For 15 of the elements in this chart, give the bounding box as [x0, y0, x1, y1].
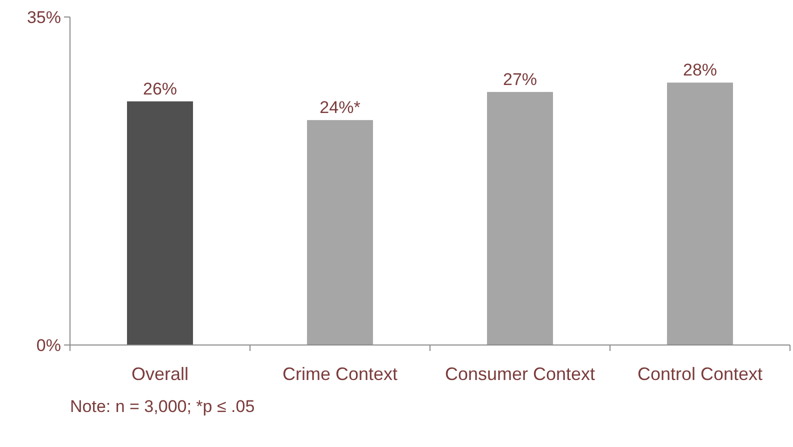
x-tick-label: Crime Context	[282, 364, 398, 384]
x-tick-label: Consumer Context	[444, 364, 596, 384]
data-label: 24%*	[320, 98, 361, 118]
data-label: 26%	[142, 79, 178, 98]
y-tick-label: 0%	[36, 336, 61, 355]
x-tick-label: Overall	[131, 364, 189, 384]
bar	[487, 92, 553, 345]
data-label: 27%	[502, 70, 538, 89]
bar	[127, 101, 193, 345]
bar	[667, 82, 733, 345]
y-tick-label: 35%	[26, 8, 61, 27]
text: Note: n = 3,000; *p ≤ .05	[70, 397, 255, 416]
data-label: 28%	[682, 60, 718, 80]
x-tick-label: Control Context	[637, 364, 763, 384]
bar	[307, 120, 373, 345]
